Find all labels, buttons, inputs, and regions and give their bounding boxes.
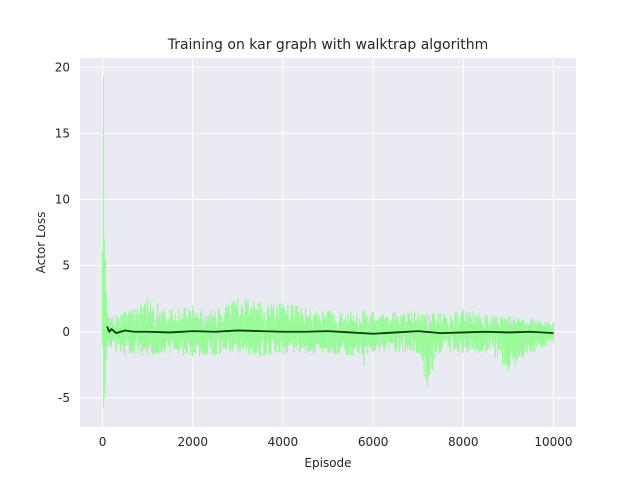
y-tick-label: 5 xyxy=(62,259,70,273)
x-tick-label: 6000 xyxy=(358,435,389,449)
x-tick-label: 8000 xyxy=(448,435,479,449)
x-tick-label: 10000 xyxy=(534,435,572,449)
y-tick-label: 15 xyxy=(55,126,70,140)
chart-title: Training on kar graph with walktrap algo… xyxy=(167,37,489,53)
x-tick-label: 4000 xyxy=(268,435,299,449)
x-axis-label: Episode xyxy=(304,456,351,470)
y-tick-label: 0 xyxy=(62,325,70,339)
grid-layer xyxy=(80,58,576,427)
x-tick-label: 0 xyxy=(99,435,107,449)
moving-average-line xyxy=(106,326,554,335)
tick-layer: 0 2000 4000 6000 8000 10000 -5 0 5 10 15 20 xyxy=(55,60,573,449)
x-tick-label: 2000 xyxy=(177,435,208,449)
data-layer xyxy=(102,77,554,409)
y-axis-label: Actor Loss xyxy=(34,212,48,274)
y-tick-label: -5 xyxy=(58,391,70,405)
y-tick-label: 10 xyxy=(55,193,70,207)
y-tick-label: 20 xyxy=(55,60,70,74)
plot-background xyxy=(80,58,576,427)
